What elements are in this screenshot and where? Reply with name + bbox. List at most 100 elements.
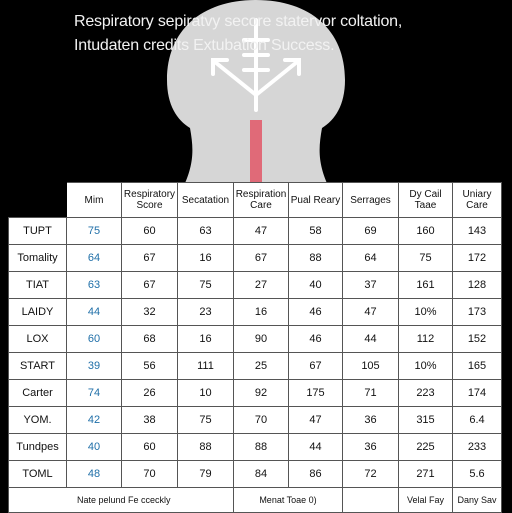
table-row: TUPT 75 60 63 47 58 69 160 143 (8, 217, 502, 245)
table-cell: 75 (177, 271, 234, 299)
table-cell: 315 (398, 406, 453, 434)
footer-blank (342, 487, 399, 513)
table-cell: 67 (233, 244, 289, 272)
footer-middle: Menat Toae 0) (233, 487, 343, 513)
column-header: Uniary Care (452, 182, 502, 218)
header-corner (8, 182, 67, 218)
table-cell: 75 (66, 217, 122, 245)
table-cell: 69 (342, 217, 399, 245)
row-label: TIAT (8, 271, 67, 299)
table-cell: 233 (452, 433, 502, 461)
table-cell: 40 (66, 433, 122, 461)
table-cell: 128 (452, 271, 502, 299)
table-cell: 67 (121, 244, 178, 272)
column-header: Respiratory Score (121, 182, 178, 218)
table-cell: 37 (342, 271, 399, 299)
table-row: TIAT 63 67 75 27 40 37 161 128 (8, 271, 502, 299)
table-header-row: Mim Respiratory Score Secatation Respira… (8, 182, 502, 218)
table-row: Tundpes 40 60 88 88 44 36 225 233 (8, 433, 502, 461)
table-cell: 6.4 (452, 406, 502, 434)
table-cell: 165 (452, 352, 502, 380)
table-cell: 105 (342, 352, 399, 380)
table-cell: 173 (452, 298, 502, 326)
table-cell: 271 (398, 460, 453, 488)
table-cell: 5.6 (452, 460, 502, 488)
table-cell: 39 (66, 352, 122, 380)
table-cell: 174 (452, 379, 502, 407)
table-row: YOM. 42 38 75 70 47 36 315 6.4 (8, 406, 502, 434)
table-cell: 47 (233, 217, 289, 245)
page-title: Respiratory sepiratvy secore statervor c… (74, 10, 494, 58)
row-label: LAIDY (8, 298, 67, 326)
table-cell: 90 (233, 325, 289, 353)
table-cell: 175 (288, 379, 343, 407)
table-cell: 10% (398, 352, 453, 380)
table-row: Tomality 64 67 16 67 88 64 75 172 (8, 244, 502, 272)
table-cell: 172 (452, 244, 502, 272)
row-label: YOM. (8, 406, 67, 434)
row-label: TOML (8, 460, 67, 488)
table-cell: 79 (177, 460, 234, 488)
column-header: Secatation (177, 182, 234, 218)
table-cell: 46 (288, 325, 343, 353)
table-cell: 72 (342, 460, 399, 488)
table-cell: 75 (177, 406, 234, 434)
table-cell: 161 (398, 271, 453, 299)
table-cell: 16 (233, 298, 289, 326)
table-cell: 36 (342, 433, 399, 461)
column-header: Pual Reary (288, 182, 343, 218)
scores-table: Mim Respiratory Score Secatation Respira… (8, 182, 502, 513)
table-cell: 88 (177, 433, 234, 461)
table-cell: 38 (121, 406, 178, 434)
table-cell: 74 (66, 379, 122, 407)
column-header: Serrages (342, 182, 399, 218)
table-cell: 160 (398, 217, 453, 245)
table-cell: 152 (452, 325, 502, 353)
table-cell: 63 (66, 271, 122, 299)
table-cell: 68 (121, 325, 178, 353)
table-cell: 40 (288, 271, 343, 299)
table-cell: 60 (66, 325, 122, 353)
table-cell: 44 (342, 325, 399, 353)
lung-arrows-icon (211, 18, 301, 112)
table-cell: 10% (398, 298, 453, 326)
table-cell: 86 (288, 460, 343, 488)
table-cell: 60 (121, 433, 178, 461)
table-cell: 32 (121, 298, 178, 326)
table-cell: 44 (288, 433, 343, 461)
table-cell: 75 (398, 244, 453, 272)
table-row: Carter 74 26 10 92 175 71 223 174 (8, 379, 502, 407)
row-label: Carter (8, 379, 67, 407)
table-row: TOML 48 70 79 84 86 72 271 5.6 (8, 460, 502, 488)
table-cell: 70 (121, 460, 178, 488)
table-cell: 88 (233, 433, 289, 461)
row-label: TUPT (8, 217, 67, 245)
table-cell: 60 (121, 217, 178, 245)
table-cell: 16 (177, 325, 234, 353)
column-header: Respiration Care (233, 182, 289, 218)
table-cell: 42 (66, 406, 122, 434)
table-cell: 36 (342, 406, 399, 434)
table-cell: 23 (177, 298, 234, 326)
table-cell: 84 (233, 460, 289, 488)
head-silhouette-illustration (167, 0, 345, 200)
table-cell: 46 (288, 298, 343, 326)
title-line-1: Respiratory sepiratvy secore statervor c… (74, 13, 403, 30)
row-label: Tundpes (8, 433, 67, 461)
table-cell: 223 (398, 379, 453, 407)
column-header: Dy Cail Taae (398, 182, 453, 218)
table-cell: 63 (177, 217, 234, 245)
table-cell: 16 (177, 244, 234, 272)
title-line-2: Intudaten credits Extubation Success. (74, 37, 335, 54)
table-footer-row: Nate pelund Fe cceckly Menat Toae 0) Vel… (8, 487, 502, 513)
table-row: LAIDY 44 32 23 16 46 47 10% 173 (8, 298, 502, 326)
footer-note: Nate pelund Fe cceckly (8, 487, 234, 513)
footer-right-1: Velal Fay (398, 487, 453, 513)
table-cell: 47 (342, 298, 399, 326)
table-cell: 44 (66, 298, 122, 326)
table-cell: 112 (398, 325, 453, 353)
footer-right-2: Dany Sav (452, 487, 502, 513)
table-cell: 67 (288, 352, 343, 380)
row-label: Tomality (8, 244, 67, 272)
table-row: START 39 56 111 25 67 105 10% 165 (8, 352, 502, 380)
